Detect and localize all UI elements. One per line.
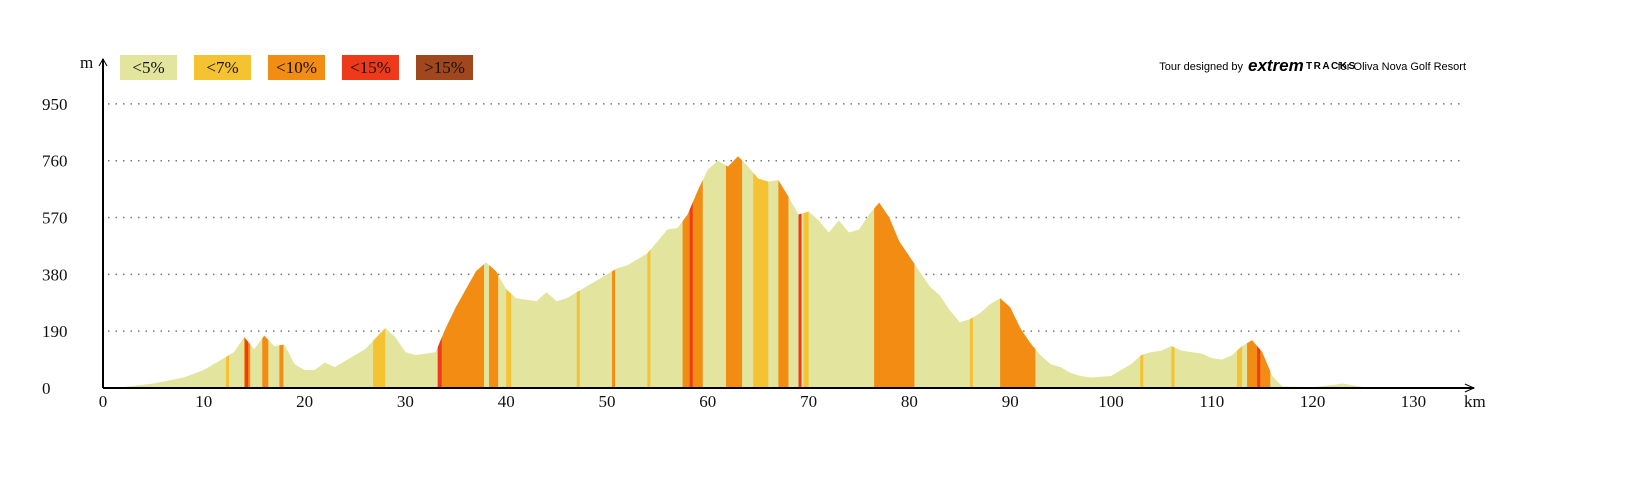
steep-section bbox=[225, 156, 229, 388]
legend-label: <15% bbox=[350, 58, 391, 77]
x-tick-label: 120 bbox=[1300, 392, 1326, 411]
credit-brand: extrem bbox=[1248, 56, 1304, 75]
steep-section bbox=[798, 156, 802, 388]
steep-section bbox=[244, 156, 251, 388]
legend-label: <10% bbox=[276, 58, 317, 77]
legend-swatch bbox=[416, 55, 473, 80]
y-tick-label: 950 bbox=[42, 95, 68, 114]
steep-section bbox=[576, 156, 580, 388]
x-tick-label: 40 bbox=[498, 392, 515, 411]
steep-section bbox=[506, 156, 512, 388]
credit-suffix: for Oliva Nova Golf Resort bbox=[1338, 61, 1466, 73]
credit-brand2: TRACKS bbox=[1306, 61, 1357, 72]
legend-swatch bbox=[194, 55, 251, 80]
steep-section bbox=[373, 156, 386, 388]
y-axis-label: m bbox=[80, 53, 93, 72]
steep-section bbox=[689, 156, 693, 388]
legend-swatch bbox=[120, 55, 177, 80]
steep-section bbox=[279, 156, 284, 388]
steep-section bbox=[612, 156, 616, 388]
steep-section bbox=[439, 156, 485, 388]
steep-section bbox=[262, 156, 269, 388]
y-tick-label: 570 bbox=[42, 209, 68, 228]
legend-label: >15% bbox=[424, 58, 465, 77]
legend-label: <7% bbox=[206, 58, 238, 77]
x-tick-label: 60 bbox=[699, 392, 716, 411]
steep-section bbox=[1000, 156, 1036, 388]
steep-section bbox=[725, 156, 743, 388]
steep-section bbox=[489, 156, 499, 388]
y-tick-label: 760 bbox=[42, 152, 68, 171]
y-tick-label: 0 bbox=[42, 379, 51, 398]
steep-section bbox=[1237, 156, 1243, 388]
x-tick-label: 70 bbox=[800, 392, 817, 411]
steep-section bbox=[1247, 156, 1271, 388]
legend-swatch bbox=[268, 55, 325, 80]
y-axis-arrow bbox=[98, 57, 108, 67]
x-tick-label: 0 bbox=[99, 392, 108, 411]
y-tick-label: 380 bbox=[42, 265, 68, 284]
steep-section bbox=[778, 156, 789, 388]
y-tick-label: 190 bbox=[42, 322, 68, 341]
x-axis-label: km bbox=[1464, 392, 1486, 411]
legend-label: <5% bbox=[132, 58, 164, 77]
x-tick-label: 10 bbox=[195, 392, 212, 411]
x-tick-label: 110 bbox=[1199, 392, 1224, 411]
credit-prefix: Tour designed by bbox=[1159, 61, 1243, 73]
steep-section bbox=[647, 156, 651, 388]
x-axis-arrow bbox=[1464, 383, 1476, 393]
steep-section bbox=[969, 156, 973, 388]
x-tick-label: 20 bbox=[296, 392, 313, 411]
steep-section bbox=[874, 156, 915, 388]
steep-section bbox=[1257, 156, 1261, 388]
legend-swatch bbox=[342, 55, 399, 80]
steep-section bbox=[245, 156, 249, 388]
x-tick-label: 90 bbox=[1002, 392, 1019, 411]
x-tick-label: 80 bbox=[901, 392, 918, 411]
steep-section bbox=[1171, 156, 1175, 388]
x-tick-label: 30 bbox=[397, 392, 414, 411]
steep-section bbox=[803, 156, 809, 388]
x-tick-label: 100 bbox=[1098, 392, 1124, 411]
x-tick-label: 50 bbox=[599, 392, 616, 411]
x-tick-label: 130 bbox=[1401, 392, 1427, 411]
steep-section bbox=[437, 156, 442, 388]
steep-section bbox=[1140, 156, 1144, 388]
elevation-area bbox=[103, 156, 1444, 388]
steep-section bbox=[753, 156, 769, 388]
